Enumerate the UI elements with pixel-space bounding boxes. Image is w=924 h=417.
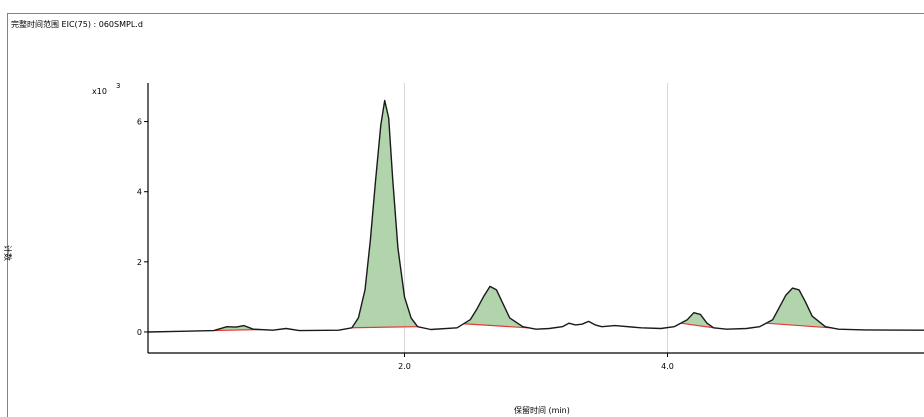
chart-title: 完整时间范围 EIC(75) : 060SMPL.d [11, 20, 143, 29]
y-tick-label: 0 [137, 328, 142, 337]
integrated-peak-area [766, 288, 832, 328]
y-scale-multiplier: x10 [92, 87, 107, 96]
peak-baseline [463, 323, 530, 329]
integrated-peak-area [351, 100, 418, 328]
integrated-peak-area [463, 286, 530, 328]
chart-window-frame [7, 13, 924, 417]
peak-baseline [766, 322, 832, 329]
y-tick-label: 2 [137, 258, 142, 267]
peak-baseline [213, 328, 260, 332]
peak-baseline [351, 326, 418, 329]
eic-trace [147, 99, 924, 333]
x-axis-label: 保留时间 (min) [514, 406, 570, 415]
y-scale-exponent: 3 [116, 82, 121, 90]
x-tick-label: 2.0 [398, 362, 411, 371]
y-tick-label: 4 [137, 188, 142, 197]
x-tick-label: 4.0 [661, 362, 674, 371]
y-tick-label: 6 [137, 118, 142, 127]
peak-baseline [680, 322, 714, 329]
